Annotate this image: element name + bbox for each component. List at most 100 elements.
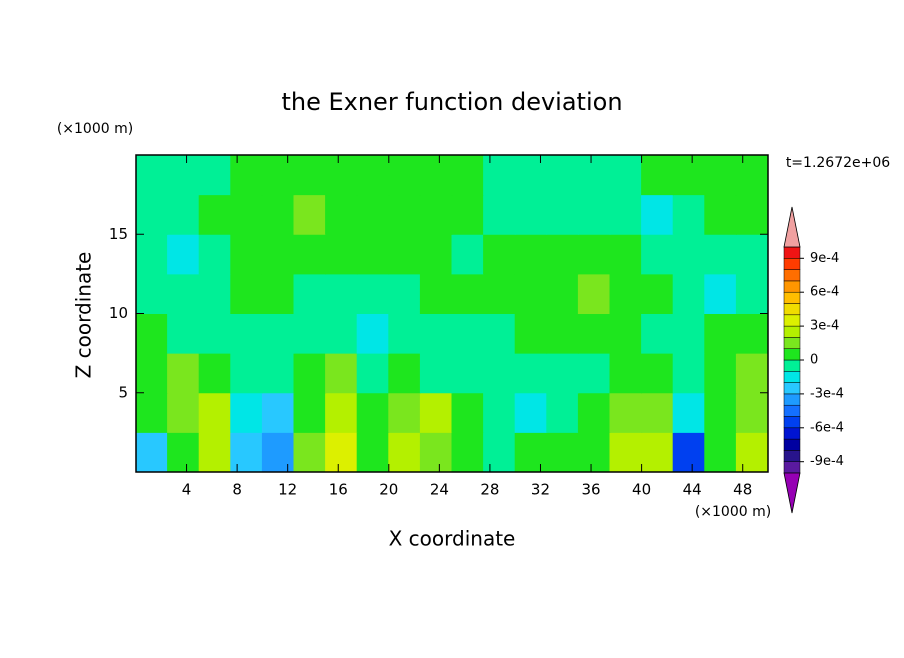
- contour-cell: [735, 194, 768, 235]
- contour-cell: [609, 194, 643, 235]
- contour-cell: [577, 431, 611, 472]
- contour-cell: [735, 392, 768, 433]
- contour-cell: [641, 233, 674, 275]
- y-tick-label: 15: [109, 225, 128, 243]
- contour-cell: [577, 273, 611, 314]
- contour-cell: [483, 352, 516, 394]
- contour-cell: [641, 352, 674, 394]
- contour-cell: [672, 273, 706, 314]
- contour-cell: [167, 392, 200, 433]
- contour-cell: [451, 233, 485, 275]
- contour-cell: [198, 194, 232, 235]
- contour-cell: [419, 155, 453, 196]
- contour-cell: [419, 194, 453, 235]
- contour-cell: [356, 273, 390, 314]
- contour-cell: [419, 273, 453, 314]
- colorbar-box: [783, 258, 801, 270]
- contour-cell: [261, 273, 295, 314]
- x-tick-label: 8: [232, 481, 242, 499]
- colorbar-over: [783, 206, 801, 248]
- contour-cell: [261, 313, 295, 354]
- contour-cell: [546, 431, 579, 472]
- contour-cell: [388, 155, 421, 196]
- colorbar-box: [783, 325, 801, 338]
- x-tick-label: 44: [683, 481, 702, 499]
- contour-cell: [451, 155, 485, 196]
- colorbar-tick-label: 9e-4: [810, 251, 839, 266]
- contour-cell: [577, 313, 611, 354]
- contour-cell: [325, 392, 358, 433]
- contour-cell: [577, 233, 611, 275]
- x-tick-label: 28: [480, 481, 499, 499]
- contour-cell: [609, 313, 643, 354]
- contour-cell: [609, 431, 643, 472]
- chart-title: the Exner function deviation: [281, 88, 622, 116]
- contour-cell: [672, 313, 706, 354]
- contour-cell: [167, 313, 200, 354]
- contour-cell: [704, 273, 737, 314]
- contour-cell: [198, 155, 232, 196]
- contour-cell: [293, 392, 327, 433]
- colorbar-under: [783, 472, 801, 514]
- contour-cell: [356, 352, 390, 394]
- colorbar-box: [783, 404, 801, 417]
- contour-cell: [483, 431, 516, 472]
- colorbar-box: [783, 393, 801, 406]
- y-tick-label: 10: [109, 304, 128, 322]
- contour-cell: [641, 392, 674, 433]
- contour-cell: [546, 313, 579, 354]
- contour-cell: [325, 233, 358, 275]
- contour-cell: [293, 273, 327, 314]
- contour-cell: [198, 313, 232, 354]
- contour-cell: [261, 194, 295, 235]
- contour-cell: [325, 155, 358, 196]
- x-tick-label: 20: [379, 481, 398, 499]
- contour-cell: [388, 352, 421, 394]
- contour-cell: [136, 273, 169, 314]
- contour-cell: [483, 392, 516, 433]
- colorbar-tick-label: 3e-4: [810, 319, 839, 334]
- colorbar-box: [783, 280, 801, 293]
- contour-cell: [609, 155, 643, 196]
- contour-cell: [451, 431, 485, 472]
- contour-cell: [672, 155, 706, 196]
- contour-cell: [198, 392, 232, 433]
- contour-cell: [451, 392, 485, 433]
- colorbar-box: [783, 246, 801, 259]
- colorbar-tick-label: 0: [810, 353, 818, 368]
- contour-cell: [546, 352, 579, 394]
- colorbar-tick-label: -9e-4: [810, 454, 844, 469]
- x-tick-label: 4: [182, 481, 192, 499]
- contour-cell: [356, 431, 390, 472]
- contour-cell: [514, 431, 548, 472]
- contour-cell: [514, 155, 548, 196]
- contour-cell: [451, 273, 485, 314]
- contour-cell: [136, 194, 169, 235]
- contour-cell: [672, 233, 706, 275]
- contour-cell: [735, 233, 768, 275]
- contour-cell: [735, 313, 768, 354]
- contour-cell: [325, 194, 358, 235]
- contour-cell: [325, 273, 358, 314]
- contour-cell: [704, 392, 737, 433]
- overlay: 4 8 12 16 20 24 28 32 36 40 44 4851015-9e-4-6e-4-3e…: [109, 154, 844, 514]
- colorbar-tick-label: -6e-4: [810, 420, 844, 435]
- contour-cell: [609, 392, 643, 433]
- contour-cell: [261, 352, 295, 394]
- contour-cell: [735, 155, 768, 196]
- contour-cell: [136, 431, 169, 472]
- x-tick-label: 36: [581, 481, 600, 499]
- contour-cell: [704, 155, 737, 196]
- contour-cell: [735, 431, 768, 472]
- contour-cell: [293, 313, 327, 354]
- contour-cell: [419, 431, 453, 472]
- contour-cell: [483, 155, 516, 196]
- contour-cell: [136, 352, 169, 394]
- x-tick-label: 32: [531, 481, 550, 499]
- contour-cell: [419, 233, 453, 275]
- contour-cell: [293, 431, 327, 472]
- contour-cell: [514, 352, 548, 394]
- contour-cell: [388, 431, 421, 472]
- contour-cell: [672, 431, 706, 472]
